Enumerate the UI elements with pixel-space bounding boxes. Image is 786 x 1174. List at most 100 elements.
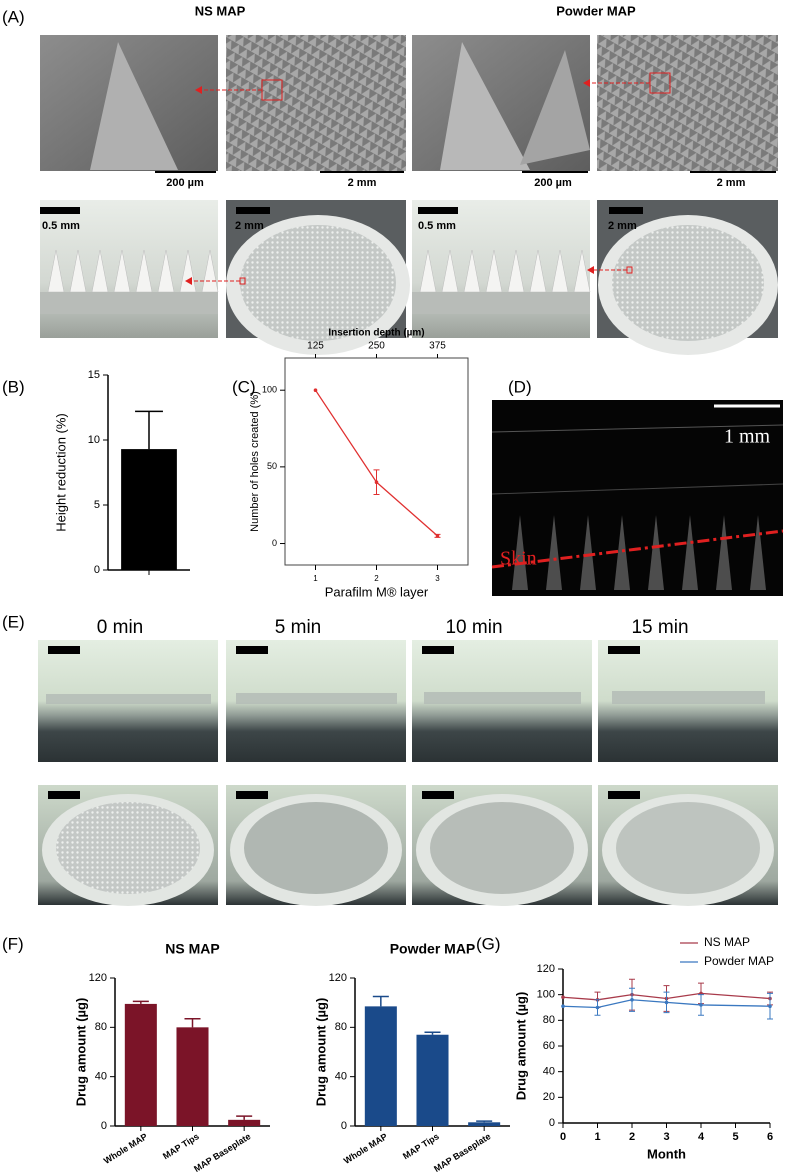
x-tick-label: MAP Baseplate bbox=[432, 1131, 492, 1174]
y-axis-label: Drug amount (µg) bbox=[73, 998, 88, 1107]
y-tick-label: 120 bbox=[329, 972, 347, 984]
baseplate bbox=[40, 292, 218, 314]
panel-label: (D) bbox=[508, 377, 532, 396]
error-bar bbox=[424, 1031, 441, 1035]
oct-tip bbox=[546, 515, 562, 590]
x-tick-label: 1 bbox=[313, 574, 318, 583]
legend-label: Powder MAP bbox=[704, 954, 774, 968]
y-tick-label: 10 bbox=[88, 434, 100, 446]
panel-label: (B) bbox=[2, 377, 25, 396]
scale-label: 2 mm bbox=[608, 220, 637, 232]
plot-frame bbox=[284, 357, 469, 566]
y-tick-label: 20 bbox=[543, 1091, 555, 1103]
x-tick-label: 3 bbox=[435, 574, 440, 583]
y-tick-label: 60 bbox=[543, 1040, 555, 1052]
panel-label: (A) bbox=[2, 7, 25, 26]
arrow-head bbox=[195, 86, 202, 94]
x-tick-label: 5 bbox=[732, 1131, 738, 1143]
scale-bar bbox=[609, 207, 643, 214]
time-label: 15 min bbox=[631, 617, 688, 638]
x-tick-label: Whole MAP bbox=[342, 1131, 389, 1166]
y-axis-label: Number of holes created (%) bbox=[249, 391, 261, 532]
y-tick-label: 5 bbox=[94, 499, 100, 511]
needle bbox=[440, 42, 530, 170]
scale-label: 2 mm bbox=[717, 177, 746, 189]
y-axis-label: Drug amount (µg) bbox=[513, 992, 528, 1101]
map-side bbox=[236, 693, 397, 704]
x-tick-label: 3 bbox=[663, 1131, 669, 1143]
map-array bbox=[616, 802, 760, 894]
needle bbox=[520, 50, 590, 165]
x-tick-label: 1 bbox=[594, 1131, 600, 1143]
point bbox=[435, 534, 440, 538]
scale-label: 1 mm bbox=[724, 426, 771, 448]
scale-bar bbox=[422, 646, 454, 654]
x-tick-label: MAP Tips bbox=[161, 1131, 201, 1161]
y-tick-label: 0 bbox=[101, 1120, 107, 1132]
map-array bbox=[240, 225, 396, 341]
point bbox=[630, 998, 634, 1002]
scale-bar bbox=[236, 207, 270, 214]
panel-d: 1 mm Skin bbox=[491, 400, 784, 596]
y-tick-label: 15 bbox=[88, 369, 100, 381]
chart-title: NS MAP bbox=[165, 941, 219, 957]
map-side bbox=[46, 694, 211, 704]
y-tick-label: 80 bbox=[95, 1021, 107, 1033]
point bbox=[561, 1004, 565, 1009]
column-header: NS MAP bbox=[195, 3, 246, 18]
scale-bar bbox=[608, 791, 640, 799]
scale-bar bbox=[418, 207, 458, 214]
x-tick-label: 2 bbox=[374, 574, 379, 583]
oct-tips bbox=[512, 515, 766, 590]
scale-label: 2 mm bbox=[235, 220, 264, 232]
error-bar bbox=[236, 1115, 253, 1120]
scale-bar bbox=[422, 791, 454, 799]
map-array bbox=[244, 802, 388, 894]
panel-label: (E) bbox=[2, 612, 25, 631]
y-tick-label: 100 bbox=[537, 989, 555, 1001]
legend-label: NS MAP bbox=[704, 935, 750, 949]
time-label: 5 min bbox=[275, 617, 321, 638]
y-tick-label: 100 bbox=[262, 385, 277, 395]
point bbox=[768, 1004, 772, 1009]
needle bbox=[90, 42, 178, 170]
sem-image bbox=[226, 35, 406, 171]
y-tick-label: 0 bbox=[94, 564, 100, 576]
x2-tick-label: 125 bbox=[307, 341, 324, 352]
y-tick-label: 120 bbox=[89, 972, 107, 984]
column-header: Powder MAP bbox=[556, 3, 636, 18]
x-tick-label: 4 bbox=[698, 1131, 705, 1143]
error-bar bbox=[476, 1120, 493, 1123]
bar bbox=[176, 1027, 209, 1126]
oct-tip bbox=[716, 515, 732, 590]
line bbox=[562, 992, 771, 1001]
sem-image bbox=[597, 35, 778, 171]
map-array bbox=[56, 802, 200, 894]
oct-tip bbox=[512, 515, 528, 590]
map-array bbox=[612, 225, 764, 341]
scale-label: 2 mm bbox=[348, 177, 377, 189]
y-tick-label: 0 bbox=[549, 1117, 555, 1129]
scale-bar bbox=[40, 207, 80, 214]
x2-tick-label: 375 bbox=[429, 341, 446, 352]
bar bbox=[121, 449, 177, 570]
map-array bbox=[430, 802, 574, 894]
needle-row bbox=[40, 249, 219, 314]
panel-label: (F) bbox=[2, 934, 24, 953]
baseplate bbox=[412, 292, 590, 314]
bar bbox=[364, 1006, 397, 1126]
y-tick-label: 40 bbox=[543, 1066, 555, 1078]
scale-bar bbox=[48, 791, 80, 799]
bar bbox=[416, 1034, 449, 1126]
oct-image bbox=[492, 400, 783, 596]
y-tick-label: 40 bbox=[95, 1071, 107, 1083]
point bbox=[664, 1000, 669, 1005]
scale-label: 200 µm bbox=[166, 177, 204, 189]
x-tick-label: 0 bbox=[560, 1131, 566, 1143]
x-tick-label: Whole MAP bbox=[102, 1131, 149, 1166]
needle-row bbox=[412, 249, 591, 314]
point bbox=[313, 388, 318, 393]
error-bar bbox=[184, 1017, 201, 1028]
